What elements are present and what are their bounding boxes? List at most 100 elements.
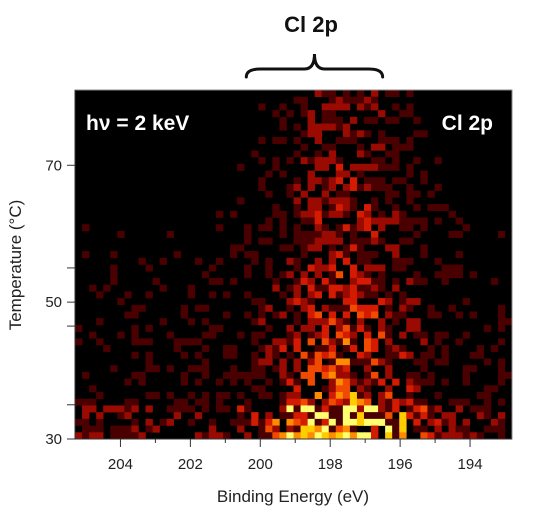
- heatmap-cell: [145, 425, 153, 433]
- heatmap-cell: [363, 130, 372, 138]
- heatmap-cell: [208, 425, 217, 433]
- heatmap-cell: [371, 143, 379, 151]
- heatmap-cell: [131, 324, 139, 332]
- heatmap-cell: [371, 284, 379, 292]
- heatmap-cell: [251, 338, 259, 346]
- heatmap-cell: [307, 351, 315, 359]
- photon-energy-label: hν = 2 keV: [86, 112, 189, 135]
- heatmap-cell: [335, 331, 344, 339]
- heatmap-cell: [497, 418, 506, 426]
- heatmap-cell: [413, 378, 421, 386]
- bracket-label: Cl 2p: [284, 12, 338, 37]
- y-tick-label: 70: [45, 157, 62, 174]
- heatmap-cell: [265, 418, 273, 426]
- heatmap-cell: [75, 398, 83, 406]
- heatmap-cell: [300, 143, 308, 151]
- heatmap-cell: [335, 177, 344, 185]
- heatmap-cell: [272, 110, 280, 118]
- heatmap-cell: [300, 418, 308, 426]
- heatmap-cell: [406, 163, 414, 171]
- heatmap-cell: [110, 277, 118, 285]
- heatmap-cell: [279, 371, 287, 379]
- heatmap-cell: [307, 264, 315, 272]
- heatmap-cell: [307, 244, 315, 252]
- heatmap-cell: [321, 110, 330, 118]
- heatmap-cell: [342, 204, 351, 212]
- heatmap-cell: [300, 298, 308, 306]
- heatmap-cell: [420, 277, 428, 285]
- heatmap-cell: [378, 264, 386, 272]
- heatmap-cell: [342, 358, 351, 366]
- heatmap-cell: [328, 351, 337, 359]
- heatmap-cell: [420, 244, 428, 252]
- heatmap-cell: [230, 345, 238, 353]
- heatmap-cell: [279, 271, 287, 279]
- heatmap-cell: [272, 277, 280, 285]
- heatmap-cell: [455, 405, 463, 413]
- heatmap-cell: [371, 311, 379, 319]
- heatmap-cell: [441, 432, 449, 440]
- heatmap-cell: [392, 163, 400, 171]
- heatmap-cell: [342, 136, 351, 144]
- heatmap-cell: [385, 244, 393, 252]
- heatmap-cell: [335, 224, 344, 232]
- heatmap-cell: [392, 116, 400, 124]
- heatmap-cell: [272, 204, 280, 212]
- heatmap-cell: [392, 277, 400, 285]
- heatmap-cell: [110, 271, 118, 279]
- heatmap-cell: [356, 398, 365, 406]
- heatmap-cell: [335, 210, 344, 218]
- heatmap-cell: [328, 277, 337, 285]
- heatmap-cell: [399, 264, 407, 272]
- heatmap-cell: [138, 378, 146, 386]
- heatmap-cell: [244, 418, 252, 426]
- heatmap-cell: [363, 311, 372, 319]
- heatmap-cell: [349, 237, 358, 245]
- heatmap-cell: [497, 425, 506, 433]
- heatmap-cell: [110, 425, 118, 433]
- heatmap-cell: [307, 277, 315, 285]
- y-ticks: 70 50 30: [45, 157, 75, 448]
- heatmap-cell: [399, 257, 407, 265]
- heatmap-cell: [307, 418, 315, 426]
- heatmap-cell: [307, 204, 315, 212]
- heatmap-cells: [75, 90, 513, 440]
- heatmap-cell: [307, 365, 315, 373]
- heatmap-cell: [272, 210, 280, 218]
- heatmap-cell: [335, 116, 344, 124]
- heatmap-cell: [117, 432, 125, 440]
- heatmap-cell: [434, 183, 442, 191]
- heatmap-cell: [230, 277, 238, 285]
- heatmap-cell: [342, 385, 351, 393]
- heatmap-cell: [279, 224, 287, 232]
- heatmap-cell: [378, 237, 386, 245]
- heatmap-cell: [314, 257, 322, 265]
- heatmap-cell: [251, 412, 259, 420]
- heatmap-cell: [244, 291, 252, 299]
- heatmap-cell: [363, 365, 372, 373]
- heatmap-cell: [321, 163, 330, 171]
- heatmap-cell: [82, 418, 90, 426]
- heatmap-cell: [208, 331, 217, 339]
- heatmap-cell: [117, 298, 125, 306]
- heatmap-cell: [321, 277, 330, 285]
- heatmap-cell: [406, 277, 414, 285]
- heatmap-cell: [462, 365, 471, 373]
- heatmap-cell: [321, 157, 330, 165]
- heatmap-cell: [237, 244, 245, 252]
- heatmap-cell: [251, 418, 259, 426]
- heatmap-cell: [96, 338, 104, 346]
- heatmap-cell: [342, 244, 351, 252]
- heatmap-cell: [251, 150, 259, 158]
- heatmap-cell: [145, 358, 153, 366]
- heatmap-cell: [342, 251, 351, 259]
- heatmap-cell: [215, 405, 224, 413]
- heatmap-cell: [392, 257, 400, 265]
- heatmap-cell: [476, 412, 485, 420]
- heatmap-cell: [265, 378, 273, 386]
- heatmap-cell: [272, 163, 280, 171]
- heatmap-cell: [342, 190, 351, 198]
- heatmap-cell: [378, 177, 386, 185]
- heatmap-cell: [314, 136, 322, 144]
- heatmap-cell: [349, 418, 358, 426]
